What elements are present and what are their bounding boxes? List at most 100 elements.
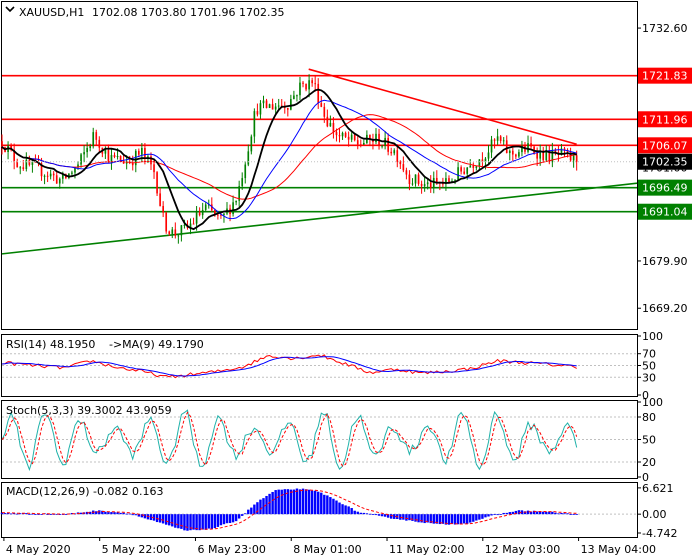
macd-bar xyxy=(329,497,332,515)
candle xyxy=(551,142,554,168)
macd-bar xyxy=(180,514,183,529)
macd-bar xyxy=(237,514,241,519)
macd-bar xyxy=(292,489,296,515)
candle-body xyxy=(274,106,277,110)
macd-bar xyxy=(551,511,554,515)
candle-body xyxy=(189,223,192,228)
candle-body xyxy=(317,83,320,104)
candle-body xyxy=(74,167,76,173)
candle-body xyxy=(86,147,88,153)
candle xyxy=(411,178,414,186)
candle-body xyxy=(241,178,244,187)
macd-bar xyxy=(137,514,141,517)
candle-body xyxy=(171,229,174,234)
rsi-ma-line xyxy=(1,356,577,377)
macd-bar xyxy=(362,512,366,515)
macd-bar xyxy=(365,513,369,515)
chevron-down-icon[interactable] xyxy=(5,6,15,13)
candle xyxy=(393,148,396,156)
level-label-box-1 xyxy=(638,111,692,128)
candle-body xyxy=(420,183,423,186)
candle xyxy=(308,74,310,98)
candle xyxy=(399,160,402,169)
macd-bar xyxy=(508,512,511,515)
price-panel-frame xyxy=(1,1,638,330)
macd-bar xyxy=(393,514,396,519)
candle-body xyxy=(472,165,475,168)
candle xyxy=(472,162,475,174)
candle xyxy=(58,177,61,189)
macd-bar xyxy=(247,509,250,515)
macd-bar xyxy=(420,514,423,523)
candle xyxy=(19,165,22,175)
candle-body xyxy=(493,139,496,141)
candle-body xyxy=(478,159,481,167)
candle-body xyxy=(518,152,520,157)
candle-body xyxy=(34,161,37,163)
macd-bar xyxy=(34,514,37,515)
candle-body xyxy=(61,174,64,179)
rsi-tick-label-3: 30 xyxy=(642,371,656,384)
candle xyxy=(359,139,362,148)
rsi-tick-label-0: 100 xyxy=(642,330,663,343)
ma-red-line xyxy=(1,114,577,200)
time-tick-label-3: 8 May 01:00 xyxy=(293,543,361,556)
candle xyxy=(502,137,505,145)
macd-bar xyxy=(298,489,302,515)
candle-body xyxy=(536,153,538,159)
candle-body xyxy=(71,172,73,174)
candle xyxy=(52,171,55,182)
rsi-tick-label-1: 70 xyxy=(642,348,656,361)
macd-bar xyxy=(113,512,116,515)
candle-body xyxy=(238,186,240,201)
candle-body xyxy=(262,100,265,104)
macd-bar xyxy=(417,514,420,523)
candle-body xyxy=(417,174,420,184)
candle-body xyxy=(442,183,444,185)
macd-bar xyxy=(174,514,177,528)
macd-bar xyxy=(499,514,502,515)
macd-bar xyxy=(9,513,13,515)
macd-bar xyxy=(414,514,417,522)
candle-body xyxy=(305,83,307,90)
candle xyxy=(542,146,545,163)
macd-bar xyxy=(438,514,442,525)
candle xyxy=(369,134,371,147)
macd-bar xyxy=(371,514,375,515)
candle-body xyxy=(347,136,350,140)
candle-body xyxy=(329,122,332,127)
macd-panel-marks xyxy=(0,488,637,531)
macd-bar xyxy=(55,513,58,515)
candle-body xyxy=(147,156,149,158)
trendline-0 xyxy=(308,68,577,146)
macd-bar xyxy=(134,514,137,516)
candle xyxy=(375,128,377,145)
price-panel[interactable]: 1732.601721.831711.961706.071701.001696.… xyxy=(1,1,692,330)
macd-bar xyxy=(234,514,238,522)
stoch-panel[interactable]: 100 80 50 20 0 Stoch(5,3,3) 39.3002 43.9059 xyxy=(1,396,664,484)
candle xyxy=(493,138,496,149)
macd-bar xyxy=(481,514,484,519)
macd-bar xyxy=(195,514,198,531)
macd-bar xyxy=(490,514,493,516)
candle-body xyxy=(396,150,399,162)
macd-bar xyxy=(216,514,220,527)
macd-bar xyxy=(386,514,390,518)
candle-body xyxy=(369,134,371,140)
candle xyxy=(326,109,329,128)
candle-body xyxy=(55,175,58,184)
macd-panel[interactable]: 6.621 0.00 -4.742 MACD(12,26,9) -0.082 0.1… xyxy=(0,482,678,540)
macd-bar xyxy=(472,514,475,522)
macd-bar xyxy=(374,514,378,516)
macd-bar xyxy=(256,502,259,515)
candle xyxy=(223,213,225,223)
macd-bar xyxy=(344,505,347,515)
macd-bar xyxy=(70,513,74,515)
time-axis: 4 May 2020 5 May 22:00 6 May 23:00 8 May 01… xyxy=(3,537,656,556)
macd-bar xyxy=(317,491,320,515)
candle xyxy=(156,171,158,197)
candle xyxy=(92,127,95,149)
candle-body xyxy=(311,80,313,84)
